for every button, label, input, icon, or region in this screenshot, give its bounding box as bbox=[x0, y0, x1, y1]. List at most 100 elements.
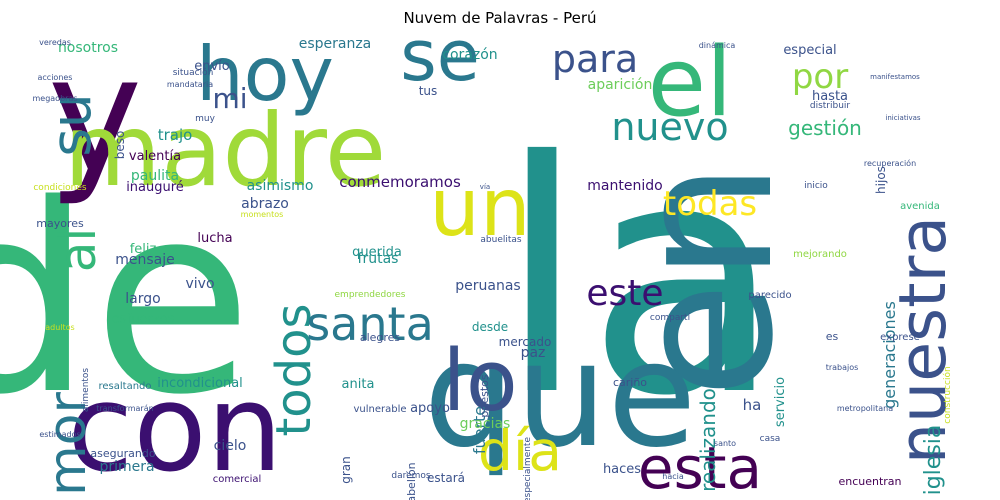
word-casa: casa bbox=[760, 434, 781, 444]
word-beso: beso bbox=[113, 131, 127, 160]
word-acciones: acciones bbox=[38, 73, 73, 82]
word-madre: madre bbox=[64, 92, 387, 209]
word-por: por bbox=[792, 57, 848, 97]
word-condiciones: condiciones bbox=[33, 183, 87, 193]
word-recuperación: recuperación bbox=[864, 158, 916, 168]
word-aparición: aparición bbox=[588, 77, 653, 93]
word-inicio: inicio bbox=[804, 181, 828, 191]
word-vía: vía bbox=[480, 183, 490, 191]
word-expresé: expresé bbox=[880, 331, 920, 343]
word-gestión: gestión bbox=[788, 116, 862, 140]
word-que: que bbox=[423, 311, 696, 480]
word-es: es bbox=[826, 330, 839, 343]
word-peruanas: peruanas bbox=[455, 278, 520, 294]
word-esta: esta bbox=[638, 434, 762, 500]
word-asegurando: asegurando bbox=[90, 447, 155, 460]
word-un: un bbox=[429, 161, 530, 254]
word-santo: santo bbox=[714, 439, 736, 448]
word-mensaje: mensaje bbox=[115, 252, 175, 268]
word-todas: todas bbox=[663, 184, 757, 224]
word-mayores: mayores bbox=[36, 217, 84, 230]
word-adultos: adultos bbox=[45, 323, 74, 332]
word-encuentran: encuentran bbox=[838, 475, 901, 488]
word-hasta: hasta bbox=[812, 89, 848, 104]
word-alimentos: alimentos bbox=[81, 368, 91, 413]
word-conmemoramos: conmemoramos bbox=[339, 173, 461, 191]
word-especialmente: especialmente bbox=[523, 437, 533, 500]
word-vulnerable: vulnerable bbox=[353, 404, 406, 415]
word-cielo: cielo bbox=[214, 438, 247, 454]
word-frutas: frutas bbox=[358, 251, 399, 267]
word-al: al bbox=[49, 228, 107, 273]
word-alegres: alegres bbox=[360, 331, 401, 344]
word-megaobras: megaobras bbox=[32, 94, 77, 103]
word-realizando: realizando bbox=[696, 388, 720, 492]
word-abuelitas: abuelitas bbox=[480, 235, 522, 245]
word-estará: estará bbox=[427, 471, 465, 485]
word-estimados: estimados bbox=[39, 430, 80, 439]
word-transformarán: transformarán bbox=[96, 404, 153, 413]
word-trajo: trajo bbox=[158, 126, 193, 144]
word-hoy: hoy bbox=[196, 30, 334, 118]
word-mandataria: mandataria bbox=[167, 80, 213, 89]
word-vivo: vivo bbox=[185, 276, 214, 292]
word-querida: querida bbox=[352, 245, 402, 260]
word-gracias: gracias bbox=[460, 416, 511, 432]
word-hijos: hijos bbox=[874, 166, 888, 194]
word-hacia: hacia bbox=[662, 472, 684, 481]
word-asimismo: asimismo bbox=[247, 178, 314, 194]
word-desde: desde bbox=[472, 320, 508, 334]
word-lucha: lucha bbox=[197, 231, 232, 246]
word-corazón: corazón bbox=[442, 47, 497, 63]
word-haces: haces bbox=[603, 462, 641, 477]
word-mantenido: mantenido bbox=[587, 178, 662, 194]
word-nuestra: nuestra bbox=[886, 216, 961, 464]
word-apoyo: apoyo bbox=[410, 401, 450, 416]
word-iglesia: iglesia bbox=[921, 425, 946, 496]
word-trabajos: trabajos bbox=[826, 363, 859, 372]
word-lo: lo bbox=[442, 332, 518, 431]
word-parecido: parecido bbox=[748, 290, 791, 301]
word-compartí: compartí bbox=[650, 313, 691, 323]
word-la: la bbox=[498, 94, 783, 466]
word-primera: primera bbox=[99, 459, 154, 475]
word-todos: todos bbox=[266, 303, 322, 436]
word-ha: ha bbox=[743, 396, 762, 414]
word-el: el bbox=[648, 28, 733, 138]
word-esperanza: esperanza bbox=[299, 36, 372, 52]
word-distribuir: distribuir bbox=[810, 101, 851, 111]
word-mi: mi bbox=[212, 82, 247, 115]
word-anita: anita bbox=[342, 377, 375, 392]
word-avenida: avenida bbox=[900, 201, 940, 212]
word-veredas: veredas bbox=[39, 38, 71, 47]
word-manifestamos: manifestamos bbox=[870, 73, 920, 81]
word-inauguré: inauguré bbox=[126, 180, 184, 195]
word-servicio: servicio bbox=[773, 377, 788, 427]
word-abrazo: abrazo bbox=[241, 196, 289, 212]
word-emprendedores: emprendedores bbox=[335, 290, 406, 300]
word-nosotros: nosotros bbox=[58, 40, 118, 56]
word-mejorando: mejorando bbox=[793, 249, 847, 260]
word-daremos: daremos bbox=[391, 471, 431, 481]
word-mercado: mercado bbox=[499, 335, 552, 349]
chart-title: Nuvem de Palavras - Perú bbox=[403, 9, 597, 27]
word-comercial: comercial bbox=[213, 474, 262, 485]
word-generaciones: generaciones bbox=[880, 301, 899, 409]
word-metropolitana: metropolitana bbox=[837, 404, 893, 413]
word-iniciativas: iniciativas bbox=[885, 114, 921, 122]
word-fuerte: fuerte bbox=[470, 406, 489, 454]
word-incondicional: incondicional bbox=[157, 376, 243, 391]
word-envío: envío bbox=[194, 59, 230, 74]
word-de: de bbox=[0, 150, 253, 452]
word-amor: amor bbox=[38, 392, 98, 500]
word-su: su bbox=[39, 93, 103, 157]
word-y: y bbox=[48, 21, 143, 208]
word-pabellón: pabellón bbox=[405, 462, 418, 500]
word-en: en bbox=[594, 161, 815, 398]
word-gran: gran bbox=[339, 456, 353, 484]
word-largo: largo bbox=[125, 291, 160, 307]
word-muy: muy bbox=[195, 114, 215, 124]
word-este: este bbox=[586, 273, 663, 314]
word-construcción: construcción bbox=[942, 366, 953, 423]
